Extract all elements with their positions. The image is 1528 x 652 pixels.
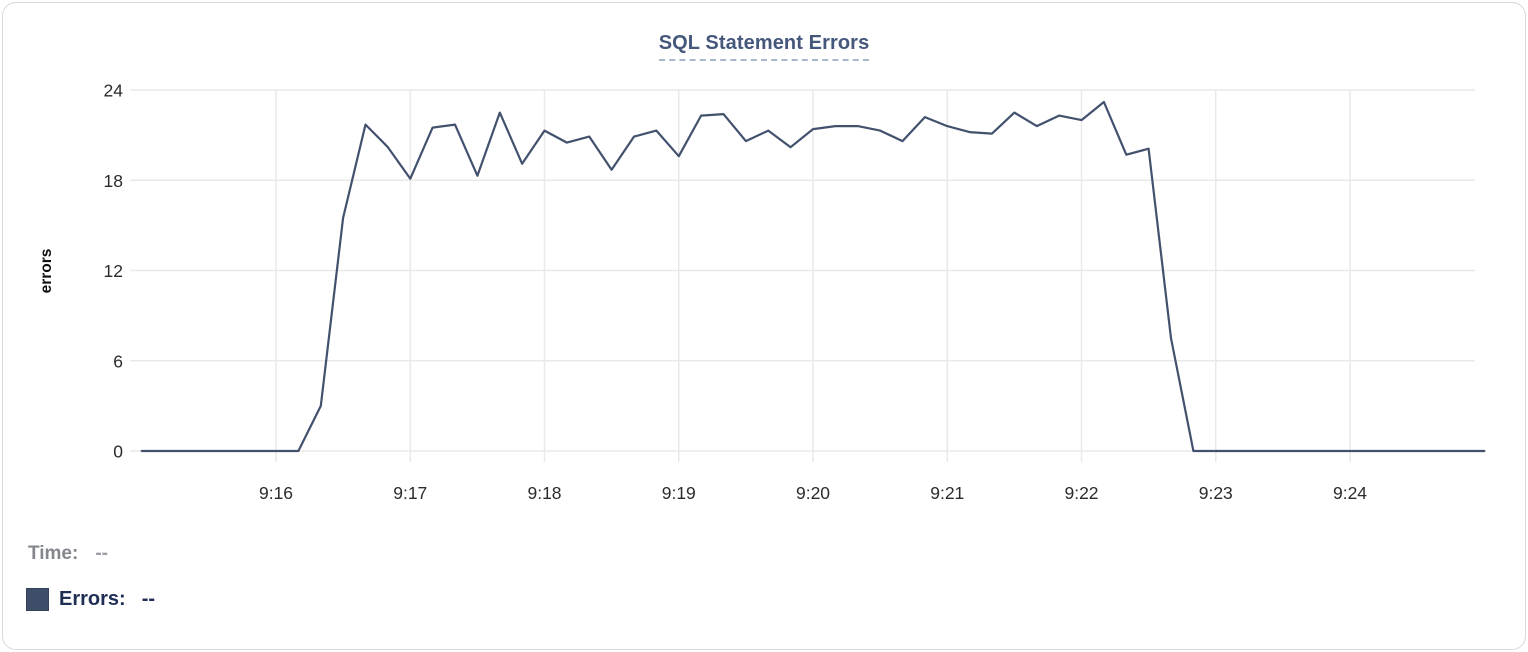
x-tick-label: 9:22 [1064, 483, 1098, 503]
y-tick-label: 24 [104, 81, 124, 101]
x-tick-label: 9:23 [1199, 483, 1233, 503]
hover-readout-errors: Errors: -- [26, 588, 155, 611]
x-tick-label: 9:17 [393, 483, 427, 503]
errors-series-line [140, 100, 1486, 453]
chart-header: SQL Statement Errors [3, 32, 1525, 61]
x-tick-label: 9:21 [930, 483, 964, 503]
x-tick-label: 9:16 [259, 483, 293, 503]
errors-label: Errors: [59, 588, 126, 610]
x-tick-label: 9:18 [527, 483, 561, 503]
y-tick-label: 18 [104, 171, 123, 191]
y-tick-label: 0 [113, 442, 123, 462]
hover-readout-time: Time: -- [28, 543, 108, 565]
y-axis-title: errors [38, 249, 55, 294]
y-tick-label: 6 [113, 351, 123, 371]
time-label: Time: [28, 543, 79, 564]
x-tick-label: 9:20 [796, 483, 830, 503]
y-tick-label: 12 [104, 261, 123, 281]
time-value: -- [95, 543, 108, 564]
errors-series-swatch [26, 588, 49, 611]
x-tick-label: 9:19 [662, 483, 696, 503]
chart-title[interactable]: SQL Statement Errors [658, 32, 870, 61]
sql-errors-line-chart[interactable]: 0 6 12 18 24 9:16 9:17 9:18 9:19 9:20 9:21 9:22 9:23… [3, 3, 1528, 652]
errors-value: -- [141, 588, 156, 610]
x-tick-label: 9:24 [1333, 483, 1367, 503]
